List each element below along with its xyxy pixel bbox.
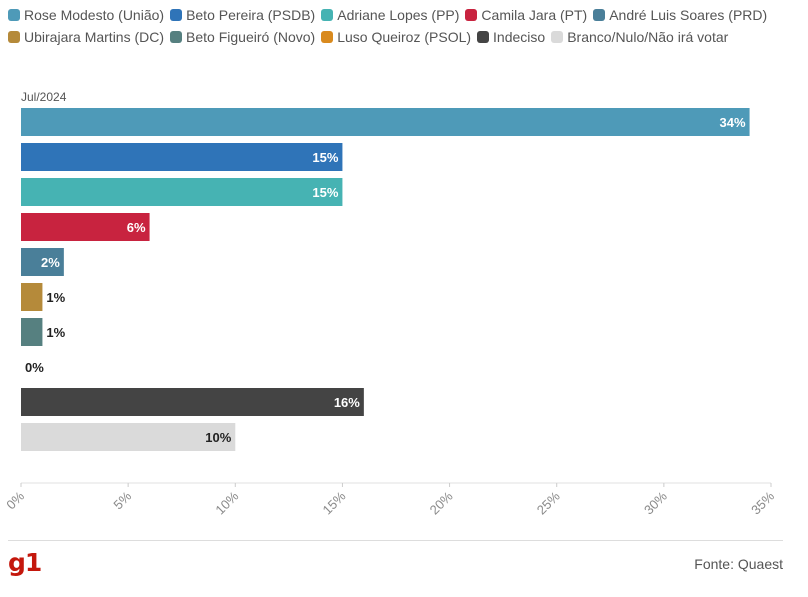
bar [21,178,343,206]
data-label: 6% [127,220,146,235]
bar [21,108,750,136]
x-tick-label: 5% [110,488,134,512]
data-label: 15% [312,185,338,200]
legend-swatch [321,31,334,43]
legend-label: Camila Jara (PT) [481,7,588,23]
legend-item[interactable]: Beto Figueiró (Novo) [170,28,315,46]
bar [21,248,64,276]
source-note: Fonte: Quaest [694,556,783,572]
x-tick-label: 25% [534,488,563,517]
legend-item[interactable]: Beto Pereira (PSDB) [170,6,315,24]
legend-swatch [465,9,478,21]
x-tick-label: 0% [3,488,27,512]
data-label: 2% [41,255,60,270]
legend-swatch [321,9,334,21]
bar [21,283,43,311]
bar-chart: Jul/2024 34% 15% 15% 6% 2% 1% 1% 0% 16% 10% 0% 5% 10%… [3,90,777,518]
brand-logo: g1 [8,548,42,577]
period-label: Jul/2024 [21,90,67,104]
legend-label: Indeciso [493,29,546,45]
legend-swatch [170,9,183,21]
bar [21,213,150,241]
legend-swatch [551,31,564,43]
legend-label: Beto Figueiró (Novo) [186,29,316,45]
legend-item[interactable]: Luso Queiroz (PSOL) [321,28,471,46]
data-label: 0% [25,360,44,375]
x-tick-label: 30% [641,488,670,517]
bar [21,388,364,416]
legend-label: Rose Modesto (União) [24,7,165,23]
footer-divider [8,540,783,541]
data-label: 34% [720,115,746,130]
legend-swatch [8,9,20,21]
legend-item[interactable]: Indeciso [477,28,545,46]
legend-label: Beto Pereira (PSDB) [186,7,316,23]
x-tick-label: 10% [212,488,241,517]
legend-item[interactable]: Adriane Lopes (PP) [321,6,459,24]
x-tick-label: 20% [427,488,456,517]
bar [21,318,43,346]
legend-item[interactable]: Ubirajara Martins (DC) [8,28,164,46]
legend-label: Luso Queiroz (PSOL) [337,29,472,45]
legend-item[interactable]: Rose Modesto (União) [8,6,164,24]
legend-item[interactable]: André Luis Soares (PRD) [593,6,767,24]
bar [21,423,236,451]
x-tick-label: 15% [320,488,349,517]
chart-legend: Rose Modesto (União) Beto Pereira (PSDB) A… [8,6,798,46]
legend-label: Adriane Lopes (PP) [337,7,460,23]
data-label: 1% [46,325,65,340]
x-tick-label: 35% [748,488,777,517]
data-label: 1% [46,290,65,305]
legend-label: Branco/Nulo/Não irá votar [567,29,729,45]
data-label: 16% [334,395,360,410]
data-label: 15% [312,150,338,165]
legend-swatch [8,31,20,43]
data-label: 10% [205,430,231,445]
legend-swatch [477,31,490,43]
legend-swatch [593,9,606,21]
legend-swatch [170,31,183,43]
legend-item[interactable]: Camila Jara (PT) [465,6,587,24]
bar [21,143,343,171]
legend-label: Ubirajara Martins (DC) [24,29,165,45]
legend-label: André Luis Soares (PRD) [609,7,768,23]
legend-item[interactable]: Branco/Nulo/Não irá votar [551,28,728,46]
